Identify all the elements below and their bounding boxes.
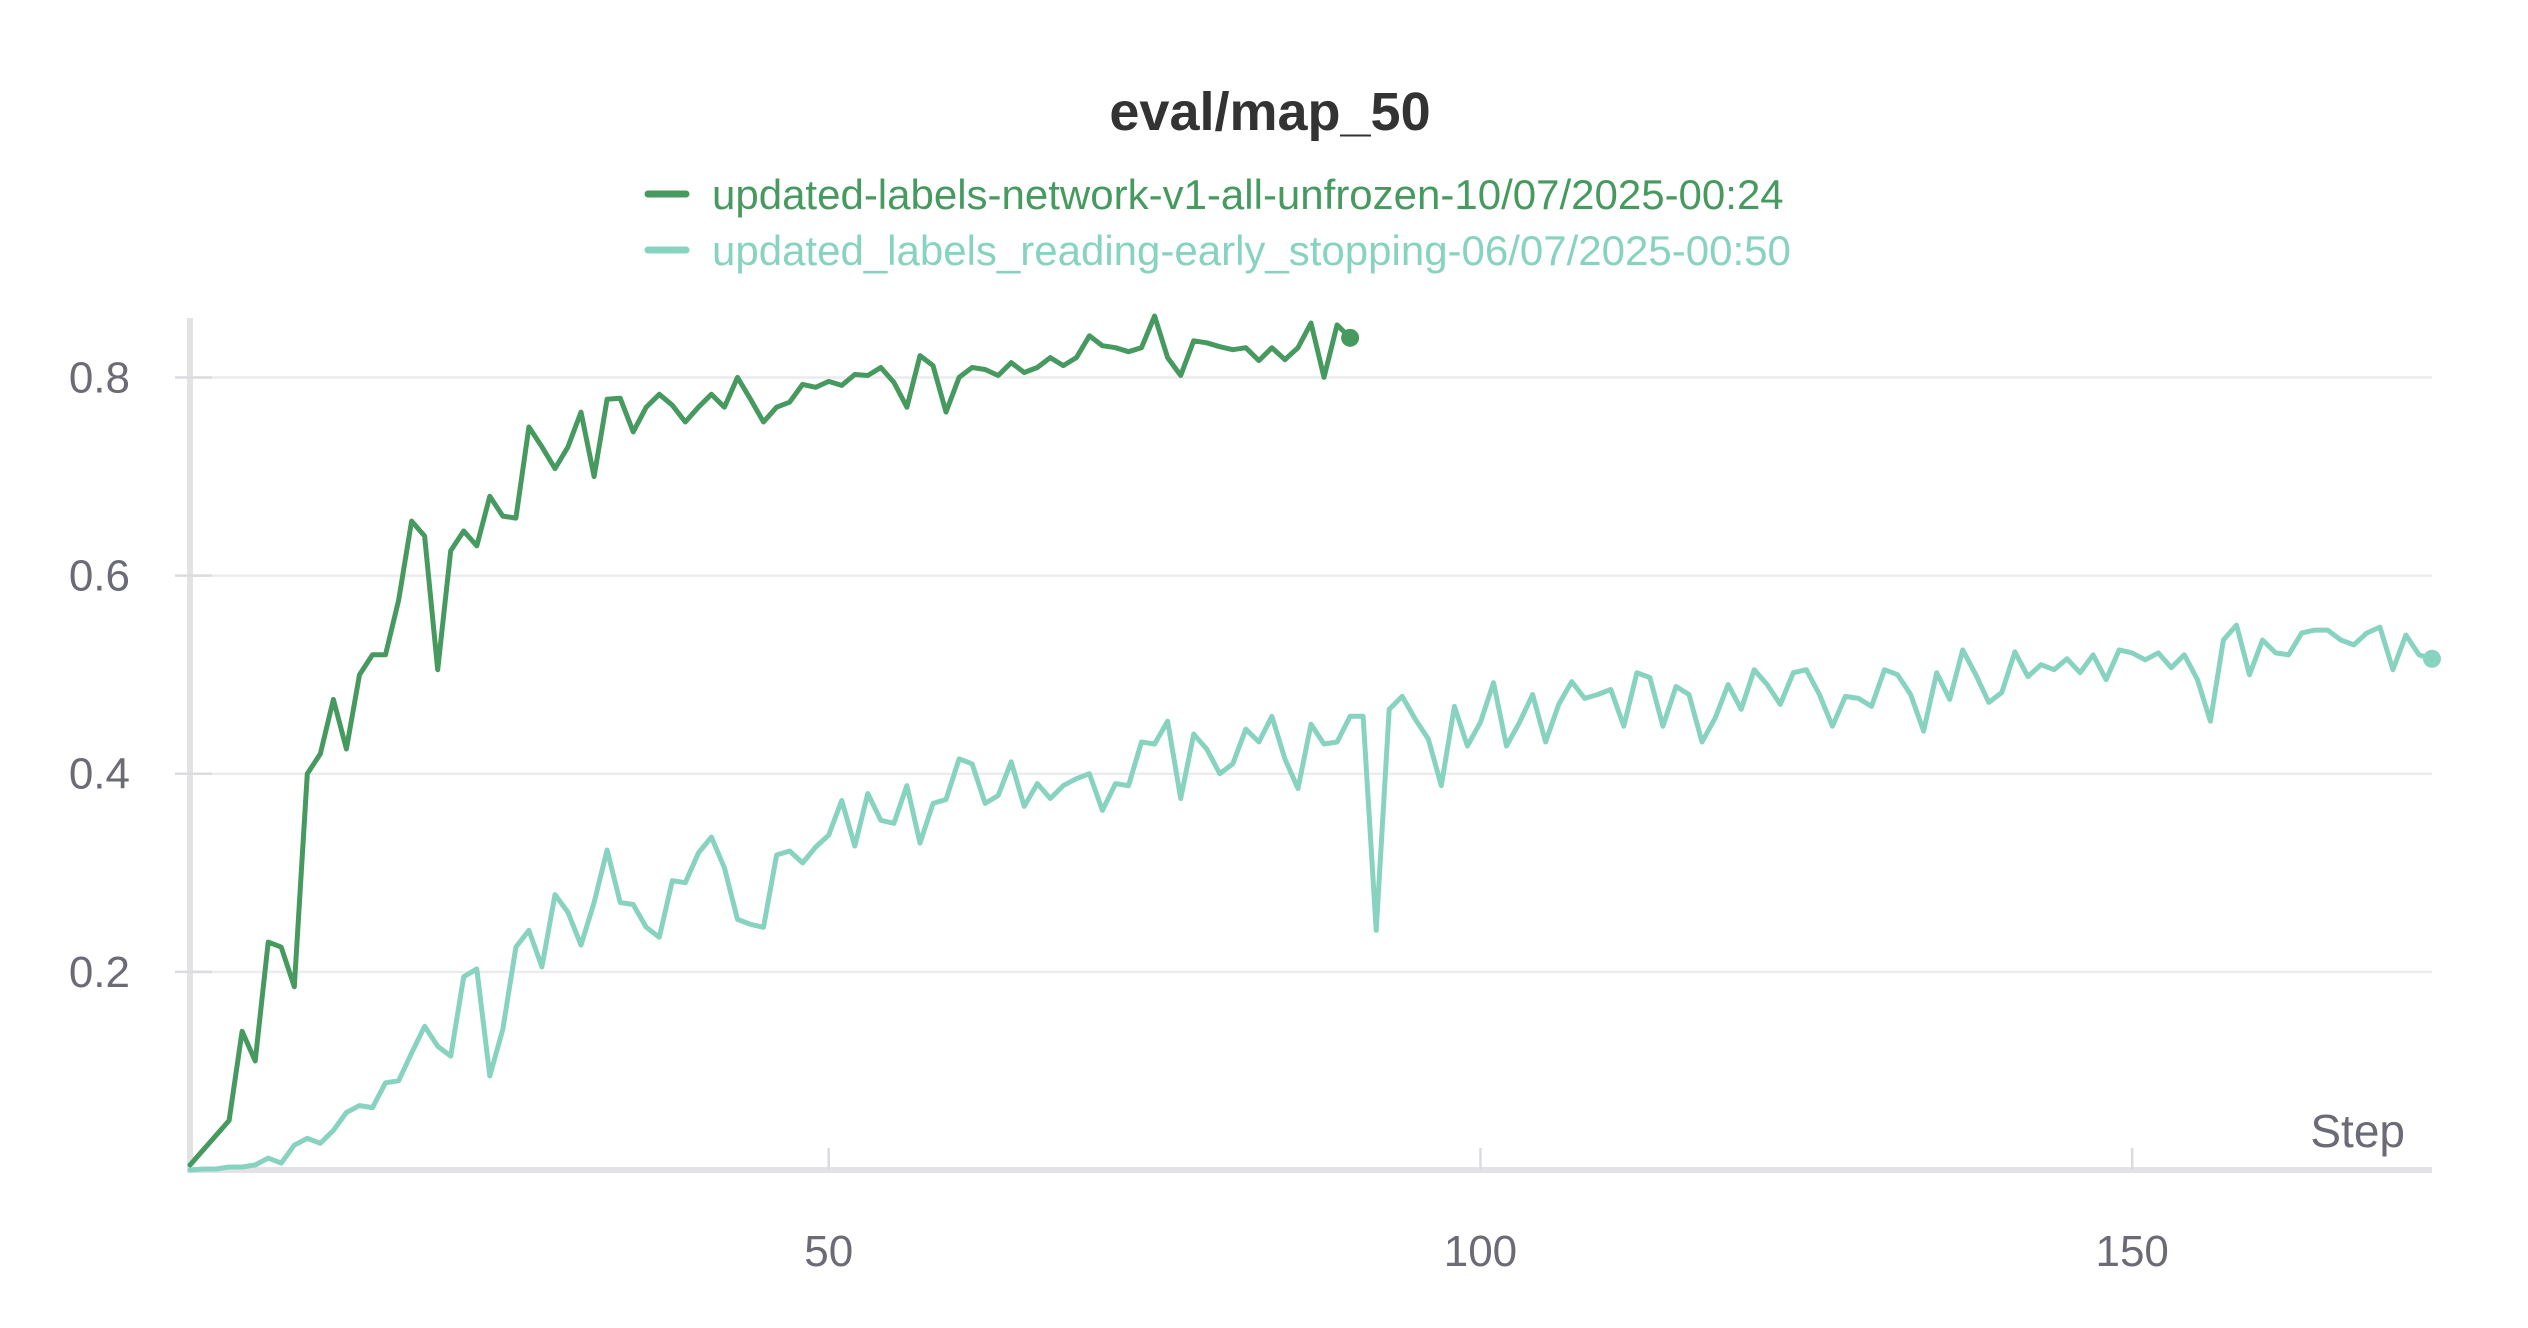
legend-label-series-1: updated-labels-network-v1-all-unfrozen-1…	[712, 171, 1784, 218]
x-tick-label: 150	[2095, 1227, 2168, 1276]
x-axis-ticks: 50 100 150	[804, 1148, 2169, 1276]
legend-item-series-2[interactable]: updated_labels_reading-early_stopping-06…	[644, 227, 1791, 274]
series-layer	[187, 313, 2441, 1173]
axes	[187, 318, 2432, 1173]
chart-title: eval/map_50	[1109, 82, 1430, 142]
y-tick-label: 0.4	[69, 750, 130, 799]
series-end-point-1	[1341, 328, 1360, 347]
x-tick-label: 100	[1444, 1227, 1517, 1276]
x-tick-label: 50	[804, 1227, 853, 1276]
y-tick-label: 0.2	[69, 948, 130, 997]
legend-label-series-2: updated_labels_reading-early_stopping-06…	[712, 227, 1791, 274]
y-tick-label: 0.6	[69, 552, 130, 601]
x-axis-label: Step	[2310, 1105, 2405, 1157]
series-line-2	[187, 622, 2435, 1173]
series-line-1	[187, 313, 1353, 1168]
legend-item-series-1[interactable]: updated-labels-network-v1-all-unfrozen-1…	[644, 171, 1784, 218]
y-axis-ticks: 0.2 0.4 0.6 0.8	[69, 353, 212, 997]
gridlines	[190, 376, 2432, 974]
y-tick-label: 0.8	[69, 353, 130, 402]
legend: updated-labels-network-v1-all-unfrozen-1…	[644, 171, 1791, 274]
series-end-point-2	[2423, 649, 2441, 668]
